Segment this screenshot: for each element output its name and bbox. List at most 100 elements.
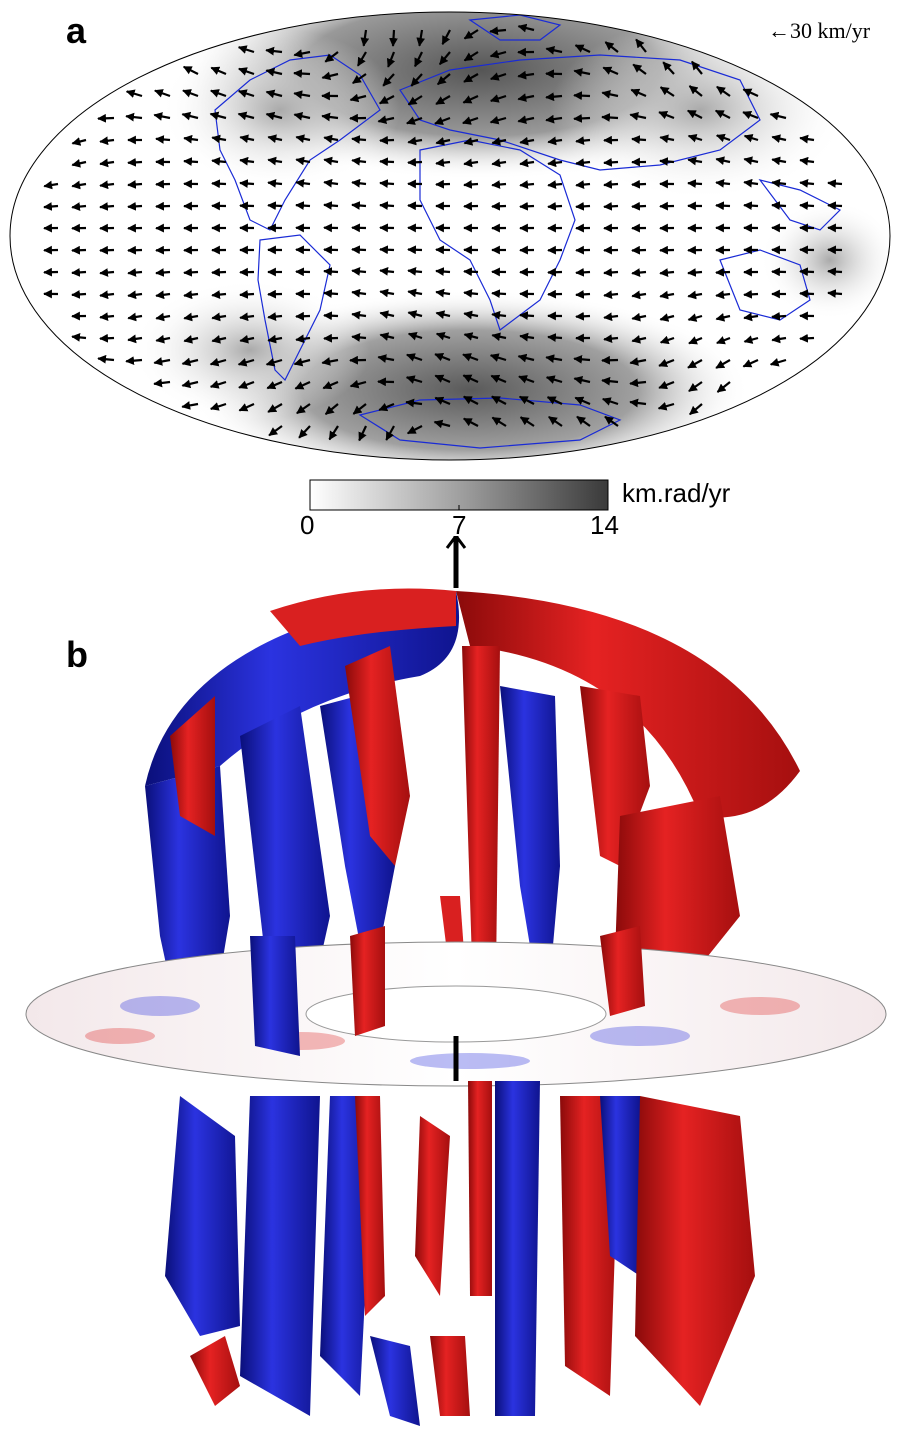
velocity-arrow xyxy=(97,354,115,364)
velocity-arrow xyxy=(237,358,255,367)
velocity-arrow xyxy=(125,356,143,366)
velocity-arrow xyxy=(574,396,591,406)
velocity-arrow xyxy=(629,112,647,121)
velocity-arrow xyxy=(155,201,171,211)
velocity-arrows xyxy=(43,23,843,442)
velocity-arrow xyxy=(573,354,591,364)
velocity-arrow xyxy=(211,179,227,189)
velocity-arrow xyxy=(237,89,255,98)
velocity-arrow xyxy=(324,51,339,63)
velocity-arrow xyxy=(491,201,507,211)
velocity-arrow xyxy=(99,158,115,168)
velocity-arrow xyxy=(688,336,703,345)
velocity-arrow xyxy=(181,111,199,121)
velocity-arrow xyxy=(293,90,311,99)
velocity-arrow xyxy=(352,73,367,85)
velocity-arrow xyxy=(181,357,199,367)
velocity-arrow xyxy=(573,68,591,77)
velocity-arrow xyxy=(688,381,703,393)
velocity-arrow xyxy=(715,156,731,166)
velocity-arrow xyxy=(153,112,171,121)
velocity-arrow xyxy=(211,267,227,277)
velocity-arrow xyxy=(239,179,255,188)
colorbar xyxy=(309,479,609,511)
velocity-arrow xyxy=(441,29,451,45)
velocity-arrow xyxy=(602,66,619,76)
velocity-arrow xyxy=(743,134,759,143)
velocity-arrow xyxy=(127,201,143,211)
velocity-arrow xyxy=(489,26,507,36)
velocity-arrow xyxy=(127,157,143,167)
velocity-arrow xyxy=(604,41,619,53)
velocity-arrow xyxy=(99,290,115,300)
velocity-arrow xyxy=(463,395,479,405)
velocity-arrow xyxy=(209,380,227,389)
velocity-arrow xyxy=(573,114,591,123)
velocity-arrow xyxy=(267,334,283,344)
velocity-arrow xyxy=(360,29,370,47)
velocity-arrow xyxy=(127,290,143,300)
velocity-arrow xyxy=(266,380,283,390)
velocity-arrow xyxy=(414,51,423,68)
velocity-arrow xyxy=(635,38,647,53)
velocity-arrow xyxy=(183,157,199,166)
velocity-arrow xyxy=(573,91,591,101)
velocity-arrow xyxy=(491,310,507,320)
velocity-arrow xyxy=(631,290,647,300)
velocity-arrow xyxy=(631,245,647,255)
velocity-arrow xyxy=(547,136,563,146)
velocity-arrow xyxy=(827,201,843,211)
velocity-arrow xyxy=(183,290,199,300)
velocity-arrow xyxy=(434,396,451,406)
velocity-arrow xyxy=(435,95,451,105)
velocity-arrow xyxy=(323,267,339,276)
velocity-arrow xyxy=(322,380,339,390)
velocity-arrow xyxy=(463,73,479,83)
velocity-arrow xyxy=(631,312,647,322)
velocity-arrow xyxy=(659,335,675,345)
velocity-arrow xyxy=(265,89,283,99)
velocity-arrow xyxy=(237,111,255,121)
velocity-arrow xyxy=(379,201,395,210)
velocity-arrow xyxy=(351,310,367,320)
velocity-arrow xyxy=(715,267,731,277)
velocity-arrow xyxy=(629,378,647,388)
velocity-arrow xyxy=(293,111,311,121)
velocity-arrow xyxy=(298,425,311,439)
velocity-arrow xyxy=(155,334,171,344)
velocity-arrow xyxy=(547,158,563,168)
velocity-arrow xyxy=(687,179,703,188)
velocity-arrow xyxy=(293,69,311,78)
velocity-arrow xyxy=(209,402,227,411)
velocity-arrow xyxy=(799,134,815,144)
velocity-arrow xyxy=(490,374,507,384)
velocity-scale-label: ←30 km/yr xyxy=(768,18,871,43)
velocity-arrow xyxy=(687,109,703,119)
velocity-arrow xyxy=(379,245,395,255)
velocity-arrow xyxy=(545,375,563,384)
velocity-arrow xyxy=(407,331,423,341)
velocity-arrow xyxy=(295,178,311,188)
velocity-arrow xyxy=(517,115,535,124)
velocity-arrow xyxy=(211,290,227,299)
velocity-arrow xyxy=(323,178,339,188)
colorbar-tick-0: 0 xyxy=(300,510,315,540)
velocity-arrow xyxy=(125,112,143,122)
velocity-arrow xyxy=(265,46,283,56)
velocity-arrow xyxy=(358,425,367,442)
velocity-arrow xyxy=(631,135,647,144)
velocity-arrow xyxy=(239,156,255,166)
velocity-arrow xyxy=(691,60,703,75)
velocity-arrow xyxy=(379,95,395,105)
velocity-arrow xyxy=(155,312,171,322)
velocity-arrow xyxy=(489,94,507,103)
velocity-arrow xyxy=(239,290,255,299)
velocity-arrow xyxy=(687,359,703,369)
velocity-arrow xyxy=(519,201,535,211)
velocity-arrow xyxy=(601,397,619,406)
velocity-arrow xyxy=(127,180,143,189)
velocity-arrow xyxy=(630,88,647,98)
velocity-arrow xyxy=(463,180,479,189)
velocity-arrow xyxy=(545,92,563,102)
velocity-arrow xyxy=(379,179,395,188)
